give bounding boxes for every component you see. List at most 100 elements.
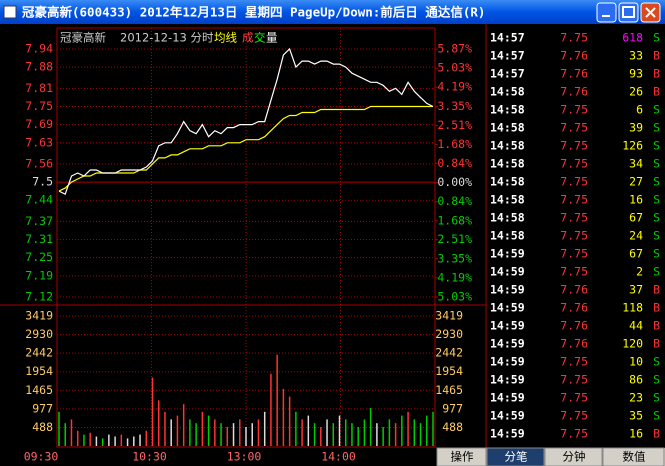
trade-price: 7.76 <box>560 319 588 333</box>
trade-time: 14:59 <box>490 355 525 369</box>
trade-direction: S <box>653 157 660 171</box>
trade-price: 7.75 <box>560 265 588 279</box>
trade-volume: 120 <box>622 337 643 351</box>
tab[interactable] <box>436 447 487 466</box>
trade-price: 7.75 <box>560 391 588 405</box>
trade-price: 7.76 <box>560 49 588 63</box>
price-line <box>58 47 434 196</box>
trade-direction: S <box>653 103 660 117</box>
trade-direction: S <box>653 409 660 423</box>
trade-time: 14:57 <box>490 49 525 63</box>
volume-tick-label: 2442 <box>25 346 53 360</box>
pct-tick-label: 4.19% <box>437 80 472 94</box>
price-tick-label: 7.5 <box>32 175 53 189</box>
price-tick-label: 7.88 <box>25 60 53 74</box>
trade-time: 14:58 <box>490 211 525 225</box>
volume-tick-label: 3419 <box>25 309 53 323</box>
stock-name: 冠豪高新 <box>60 31 106 45</box>
price-tick-label: 7.63 <box>25 135 53 149</box>
trade-price: 7.75 <box>560 427 588 441</box>
pct-tick-label: 0.84% <box>437 156 472 170</box>
trade-volume: 2 <box>636 265 643 279</box>
volume-tick-label: 1954 <box>25 364 53 378</box>
trade-volume: 39 <box>629 121 643 135</box>
tab-label[interactable]: 分钟 <box>563 450 586 464</box>
pct-tick-label: 2.51% <box>437 118 472 132</box>
time-label: 14:00 <box>321 450 356 464</box>
tab[interactable] <box>602 447 665 466</box>
trade-time: 14:57 <box>490 67 525 81</box>
trade-time: 14:59 <box>490 265 525 279</box>
time-axis-bg <box>0 448 437 466</box>
volume-tick-label: 3419 <box>435 309 463 323</box>
trade-volume: 6 <box>636 103 643 117</box>
trade-time: 14:59 <box>490 319 525 333</box>
trade-time: 14:58 <box>490 175 525 189</box>
trade-volume: 67 <box>629 247 643 261</box>
time-label: 13:00 <box>227 450 262 464</box>
trade-time: 14:59 <box>490 247 525 261</box>
maximize-button[interactable] <box>618 2 639 23</box>
price-tick-label: 7.75 <box>25 99 53 113</box>
trade-direction: S <box>653 247 660 261</box>
minimize-icon <box>602 15 610 17</box>
volume-tick-label: 488 <box>442 420 463 434</box>
pct-tick-label: 5.87% <box>437 42 472 56</box>
trade-price: 7.76 <box>560 85 588 99</box>
tab[interactable] <box>544 447 603 466</box>
volume-tick-label: 977 <box>442 401 463 415</box>
pct-tick-label: 2.51% <box>437 232 472 246</box>
window-title: 冠豪高新(600433) 2012年12月13日 星期四 PageUp/Down… <box>22 5 485 20</box>
price-tick-label: 7.81 <box>25 81 53 95</box>
trade-time: 14:58 <box>490 157 525 171</box>
volume-tick-label: 1465 <box>435 383 463 397</box>
trade-direction: S <box>653 391 660 405</box>
trade-direction: B <box>653 301 660 315</box>
tab-label[interactable]: 分笔 <box>505 450 528 464</box>
trade-volume: 618 <box>622 31 643 45</box>
trade-price: 7.76 <box>560 283 588 297</box>
time-label: 09:30 <box>24 450 59 464</box>
trade-direction: S <box>653 265 660 279</box>
trade-direction: B <box>653 427 660 441</box>
trade-time: 14:58 <box>490 85 525 99</box>
trade-direction: S <box>653 175 660 189</box>
price-tick-label: 7.69 <box>25 117 53 131</box>
price-tick-label: 7.56 <box>25 156 53 170</box>
trade-price: 7.75 <box>560 175 588 189</box>
trade-price: 7.76 <box>560 301 588 315</box>
trade-volume: 34 <box>629 157 643 171</box>
trade-volume: 93 <box>629 67 643 81</box>
trade-direction: S <box>653 211 660 225</box>
tab-label[interactable]: 操作 <box>451 450 474 464</box>
trade-time: 14:57 <box>490 31 525 45</box>
trade-direction: S <box>653 373 660 387</box>
trade-time: 14:58 <box>490 193 525 207</box>
trade-price: 7.76 <box>560 67 588 81</box>
trade-price: 7.75 <box>560 121 588 135</box>
legend-volume: 交 <box>254 31 266 45</box>
trade-price: 7.75 <box>560 373 588 387</box>
minimize-button[interactable] <box>596 2 617 23</box>
window-buttons[interactable] <box>596 2 661 23</box>
trade-price: 7.75 <box>560 103 588 117</box>
price-tick-label: 7.31 <box>25 232 53 246</box>
trade-direction: B <box>653 85 660 99</box>
tab[interactable] <box>486 447 545 466</box>
trade-price: 7.75 <box>560 229 588 243</box>
pct-tick-label: 0.84% <box>437 194 472 208</box>
average-line <box>58 105 433 192</box>
trade-direction: B <box>653 337 660 351</box>
volume-tick-label: 977 <box>32 401 53 415</box>
trade-price: 7.75 <box>560 31 588 45</box>
tab-label[interactable]: 数值 <box>623 450 646 464</box>
trade-volume: 27 <box>629 175 643 189</box>
trade-time: 14:59 <box>490 301 525 315</box>
trade-volume: 44 <box>629 319 643 333</box>
trade-price: 7.76 <box>560 337 588 351</box>
trade-price: 7.75 <box>560 355 588 369</box>
trade-time: 14:59 <box>490 427 525 441</box>
trade-price: 7.75 <box>560 211 588 225</box>
trade-time: 14:59 <box>490 337 525 351</box>
price-tick-label: 7.25 <box>25 250 53 264</box>
